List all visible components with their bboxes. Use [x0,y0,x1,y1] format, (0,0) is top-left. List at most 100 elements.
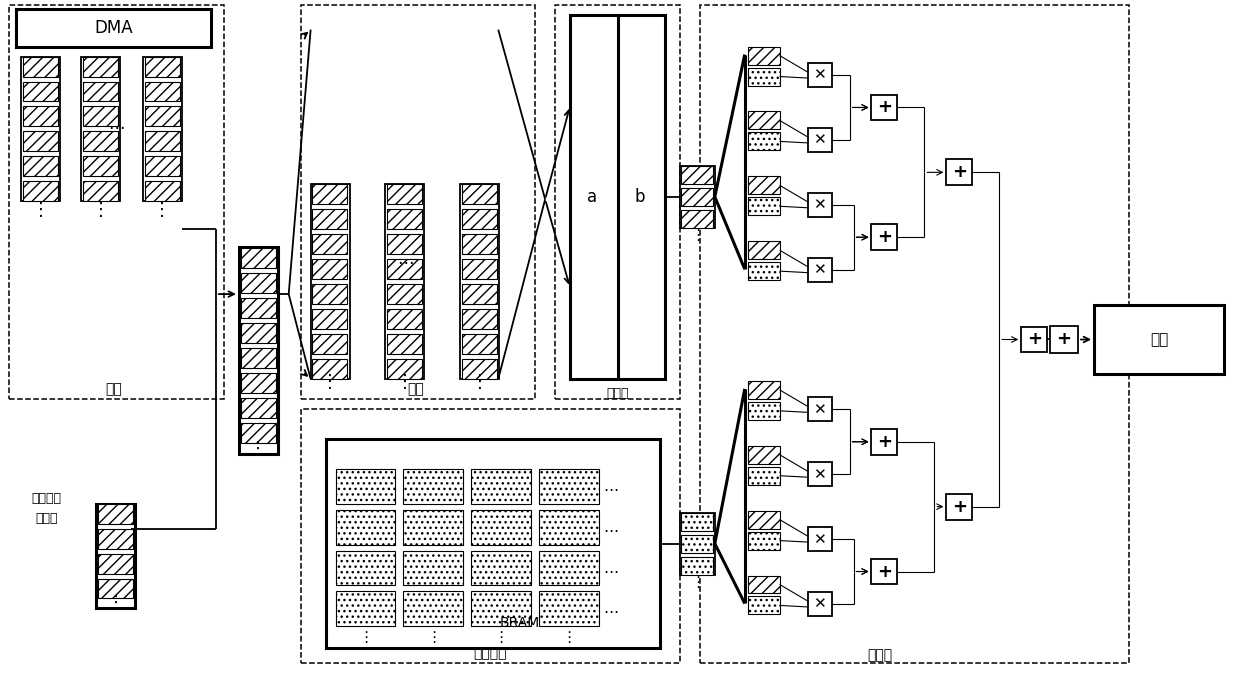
Text: ✕: ✕ [813,532,826,547]
Bar [748,446,780,464]
Text: BRAM: BRAM [500,617,541,630]
Bar [300,409,680,663]
Text: ⋮: ⋮ [249,439,268,458]
Text: ⋮: ⋮ [154,202,171,219]
Text: ⋮: ⋮ [107,594,124,613]
Text: …: … [397,250,414,268]
Bar [681,188,713,206]
Bar [463,234,497,254]
Text: …: … [604,479,619,493]
Bar [1094,305,1224,375]
Bar [300,5,536,399]
Bar [463,359,497,379]
Text: ✕: ✕ [813,466,826,482]
Bar [83,57,118,77]
Bar [463,184,497,204]
Bar [807,257,832,282]
Bar [83,181,118,202]
Bar [748,177,780,194]
Bar [241,348,275,368]
Text: ⋮: ⋮ [689,228,706,243]
Bar [539,551,599,586]
Bar [387,209,422,229]
Bar [387,234,422,254]
Text: ⋮: ⋮ [92,202,109,219]
Text: ⋮: ⋮ [689,575,706,590]
Text: +: + [952,497,967,516]
Text: ✕: ✕ [813,402,826,417]
Bar [145,156,180,177]
Text: 分片: 分片 [407,382,424,396]
Text: 上一时刻: 上一时刻 [31,492,61,506]
Bar [748,402,780,420]
Bar [807,63,832,87]
Bar [241,373,275,393]
Bar [241,248,275,268]
Text: 权值矩阵: 权值矩阵 [474,646,507,661]
Bar [681,534,713,553]
Bar [145,131,180,152]
Bar [239,247,278,454]
Bar [946,159,972,185]
Bar [872,94,898,121]
Bar [570,15,665,379]
Bar [145,57,180,77]
Bar [241,323,275,343]
Bar [336,510,396,545]
Bar [748,576,780,594]
Text: …: … [604,601,619,617]
Bar [1050,326,1078,353]
Bar [681,557,713,574]
Bar [387,309,422,329]
Bar [24,57,58,77]
Bar [463,334,497,354]
Bar [16,9,211,47]
Bar [312,309,347,329]
Bar [872,429,898,455]
Bar [83,131,118,152]
Bar [83,156,118,177]
Text: +: + [877,563,892,580]
Bar [681,166,713,184]
Text: ⋮: ⋮ [358,630,373,645]
Bar [748,111,780,129]
Bar [145,106,180,127]
Bar [403,592,464,626]
Bar [471,510,531,545]
Bar [24,131,58,152]
Bar [312,284,347,304]
Bar [21,57,61,202]
Bar [463,209,497,229]
Bar [241,298,275,318]
Text: +: + [877,433,892,451]
Bar [403,468,464,503]
Bar [463,309,497,329]
Text: ⋮: ⋮ [494,630,508,645]
Text: 输入: 输入 [105,382,122,396]
Text: +: + [877,228,892,246]
Text: 的输出: 的输出 [35,512,57,525]
Bar [681,513,713,530]
Text: ⋮: ⋮ [321,373,339,391]
Text: 双缓冲: 双缓冲 [606,388,629,400]
Bar [748,197,780,215]
Bar [312,334,347,354]
Text: ✕: ✕ [813,262,826,277]
Bar [748,596,780,615]
Bar [748,511,780,528]
Bar [241,273,275,293]
Bar [312,184,347,204]
Bar [83,106,118,127]
Bar [946,493,972,520]
Bar [387,334,422,354]
Bar [807,193,832,217]
Bar [539,468,599,503]
Text: a: a [588,188,598,206]
Bar [24,82,58,102]
Bar [9,5,223,399]
Bar [312,234,347,254]
Bar [24,156,58,177]
Text: 累加: 累加 [1149,332,1168,347]
Bar [336,592,396,626]
Bar [24,181,58,202]
